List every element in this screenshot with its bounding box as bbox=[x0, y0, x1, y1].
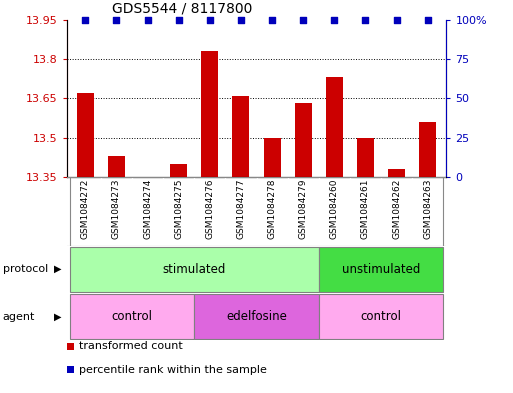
Point bbox=[299, 17, 307, 23]
Bar bbox=[70, 246, 319, 292]
Text: control: control bbox=[111, 310, 152, 323]
Bar bbox=[170, 164, 187, 177]
Bar bbox=[319, 294, 443, 339]
Point bbox=[81, 17, 89, 23]
Point bbox=[424, 17, 432, 23]
Text: edelfosine: edelfosine bbox=[226, 310, 287, 323]
Bar bbox=[108, 156, 125, 177]
Text: unstimulated: unstimulated bbox=[342, 263, 420, 276]
Bar bbox=[77, 93, 94, 177]
Point bbox=[112, 17, 121, 23]
Text: GSM1084278: GSM1084278 bbox=[268, 179, 277, 239]
Text: GSM1084277: GSM1084277 bbox=[236, 179, 245, 239]
Bar bbox=[326, 77, 343, 177]
Bar bbox=[419, 122, 436, 177]
Bar bbox=[70, 294, 194, 339]
Text: GSM1084262: GSM1084262 bbox=[392, 179, 401, 239]
Text: GSM1084272: GSM1084272 bbox=[81, 179, 90, 239]
Point bbox=[268, 17, 276, 23]
Text: agent: agent bbox=[3, 312, 35, 322]
Text: percentile rank within the sample: percentile rank within the sample bbox=[79, 365, 267, 375]
Text: ▶: ▶ bbox=[54, 264, 62, 274]
Text: GSM1084276: GSM1084276 bbox=[205, 179, 214, 239]
Text: GSM1084273: GSM1084273 bbox=[112, 179, 121, 239]
Point bbox=[206, 17, 214, 23]
Bar bbox=[388, 169, 405, 177]
Text: GSM1084275: GSM1084275 bbox=[174, 179, 183, 239]
Text: GDS5544 / 8117800: GDS5544 / 8117800 bbox=[112, 2, 252, 16]
Text: transformed count: transformed count bbox=[79, 341, 183, 351]
Point bbox=[361, 17, 369, 23]
Point bbox=[174, 17, 183, 23]
Bar bbox=[357, 138, 374, 177]
Text: GSM1084279: GSM1084279 bbox=[299, 179, 308, 239]
Text: ▶: ▶ bbox=[54, 312, 62, 322]
Bar bbox=[201, 51, 219, 177]
Text: GSM1084260: GSM1084260 bbox=[330, 179, 339, 239]
Bar bbox=[232, 95, 249, 177]
Point bbox=[330, 17, 339, 23]
Text: GSM1084263: GSM1084263 bbox=[423, 179, 432, 239]
Bar bbox=[294, 103, 312, 177]
Point bbox=[392, 17, 401, 23]
Point bbox=[237, 17, 245, 23]
Text: protocol: protocol bbox=[3, 264, 48, 274]
Bar bbox=[194, 294, 319, 339]
Bar bbox=[319, 246, 443, 292]
Text: control: control bbox=[361, 310, 402, 323]
Text: stimulated: stimulated bbox=[163, 263, 226, 276]
Bar bbox=[264, 138, 281, 177]
Text: GSM1084274: GSM1084274 bbox=[143, 179, 152, 239]
Text: GSM1084261: GSM1084261 bbox=[361, 179, 370, 239]
Point bbox=[144, 17, 152, 23]
